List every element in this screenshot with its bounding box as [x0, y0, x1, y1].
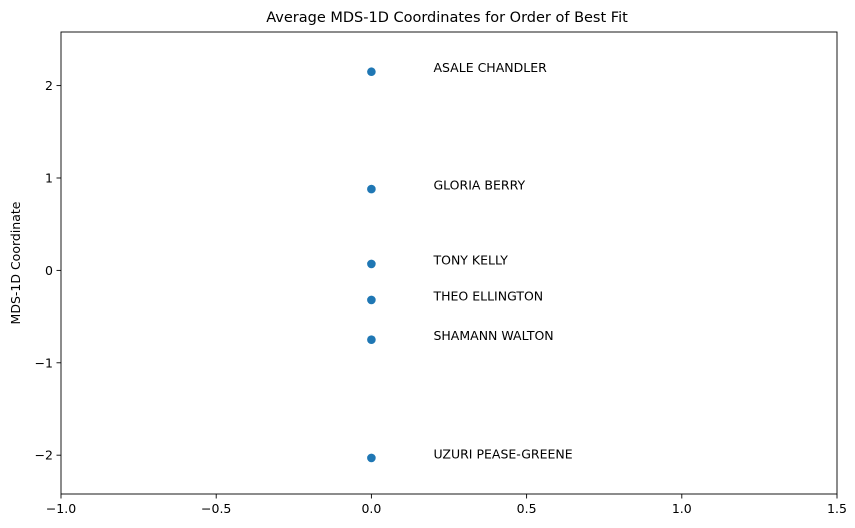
y-axis-label: MDS-1D Coordinate — [8, 201, 23, 324]
data-point — [367, 453, 376, 463]
y-tick-label: 2 — [45, 78, 53, 93]
data-point — [367, 184, 376, 194]
y-tick-label: −1 — [35, 355, 53, 370]
x-tick-label: 1.5 — [827, 501, 847, 516]
data-point — [367, 295, 376, 305]
point-label: SHAMANN WALTON — [433, 328, 553, 343]
point-label: ASALE CHANDLER — [433, 60, 547, 75]
x-tick-label: 0.0 — [361, 501, 381, 516]
plot-area: −1.0 −0.5 0.0 0.5 1.0 1.5 2 1 0 −1 −2 ASALE CHANDLE… — [35, 31, 847, 516]
x-tick-label: 1.0 — [672, 501, 692, 516]
chart-title: Average MDS-1D Coordinates for Order of … — [266, 10, 628, 26]
y-tick-label: −2 — [35, 448, 53, 463]
data-point — [367, 335, 376, 344]
point-label: UZURI PEASE-GREENE — [433, 446, 572, 461]
y-tick-label: 0 — [45, 263, 53, 278]
point-label: THEO ELLINGTON — [432, 288, 543, 303]
data-point — [367, 259, 376, 269]
axes-frame — [60, 31, 838, 495]
x-tick-label: −0.5 — [201, 501, 231, 516]
y-tick-label: 1 — [45, 170, 53, 185]
x-tick-label: 0.5 — [517, 501, 537, 516]
point-label: TONY KELLY — [432, 252, 508, 267]
data-point — [367, 67, 376, 77]
x-tick-label: −1.0 — [46, 501, 76, 516]
point-label: GLORIA BERRY — [433, 178, 525, 193]
